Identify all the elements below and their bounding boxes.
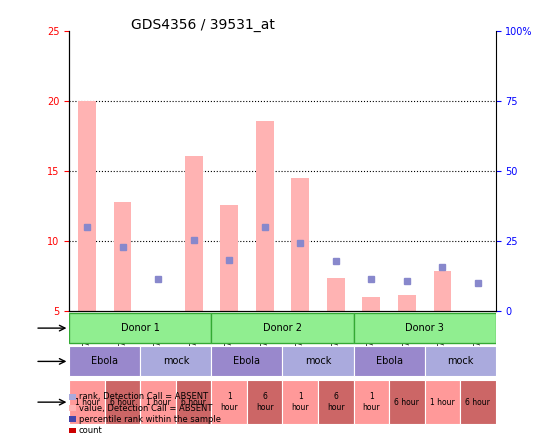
Text: 6 hour: 6 hour <box>181 398 206 407</box>
FancyBboxPatch shape <box>140 381 176 424</box>
FancyBboxPatch shape <box>353 381 389 424</box>
Text: Ebola: Ebola <box>233 357 261 366</box>
FancyBboxPatch shape <box>353 346 425 377</box>
Text: 1 hour: 1 hour <box>146 398 171 407</box>
Text: 6
hour: 6 hour <box>256 392 273 412</box>
Text: Ebola: Ebola <box>91 357 118 366</box>
FancyBboxPatch shape <box>212 313 353 343</box>
Text: count: count <box>79 426 103 435</box>
FancyBboxPatch shape <box>318 381 353 424</box>
Text: GDS4356 / 39531_at: GDS4356 / 39531_at <box>131 18 274 32</box>
Bar <box>433 271 451 311</box>
FancyBboxPatch shape <box>460 381 496 424</box>
Bar <box>327 278 345 311</box>
FancyBboxPatch shape <box>212 346 282 377</box>
Text: 6 hour: 6 hour <box>465 398 490 407</box>
FancyBboxPatch shape <box>282 346 353 377</box>
FancyBboxPatch shape <box>389 381 425 424</box>
FancyBboxPatch shape <box>69 346 140 377</box>
FancyBboxPatch shape <box>140 346 212 377</box>
Bar <box>362 297 380 311</box>
Bar <box>220 205 238 311</box>
FancyBboxPatch shape <box>105 381 140 424</box>
Bar <box>78 101 96 311</box>
FancyBboxPatch shape <box>425 381 460 424</box>
Text: 1
hour: 1 hour <box>362 392 380 412</box>
Text: 6 hour: 6 hour <box>394 398 419 407</box>
FancyBboxPatch shape <box>176 381 212 424</box>
Text: 1 hour: 1 hour <box>75 398 100 407</box>
Text: Donor 1: Donor 1 <box>121 323 160 333</box>
Text: 6 hour: 6 hour <box>110 398 135 407</box>
FancyBboxPatch shape <box>212 381 247 424</box>
Text: mock: mock <box>163 357 189 366</box>
Text: Ebola: Ebola <box>376 357 402 366</box>
Bar <box>114 202 132 311</box>
FancyBboxPatch shape <box>282 381 318 424</box>
FancyBboxPatch shape <box>247 381 282 424</box>
Text: Donor 3: Donor 3 <box>405 323 444 333</box>
FancyBboxPatch shape <box>353 313 496 343</box>
Text: 6
hour: 6 hour <box>327 392 345 412</box>
FancyBboxPatch shape <box>69 381 105 424</box>
Text: value, Detection Call = ABSENT: value, Detection Call = ABSENT <box>79 404 212 412</box>
Bar <box>292 178 309 311</box>
FancyBboxPatch shape <box>69 313 212 343</box>
Bar <box>398 295 416 311</box>
Text: 1
hour: 1 hour <box>292 392 309 412</box>
FancyBboxPatch shape <box>425 346 496 377</box>
Text: 1
hour: 1 hour <box>220 392 238 412</box>
Text: mock: mock <box>447 357 473 366</box>
Bar <box>185 156 203 311</box>
Bar <box>256 121 273 311</box>
Text: 1 hour: 1 hour <box>430 398 455 407</box>
Text: percentile rank within the sample: percentile rank within the sample <box>79 415 221 424</box>
Text: Donor 2: Donor 2 <box>263 323 302 333</box>
Text: mock: mock <box>305 357 331 366</box>
Text: rank, Detection Call = ABSENT: rank, Detection Call = ABSENT <box>79 392 208 401</box>
